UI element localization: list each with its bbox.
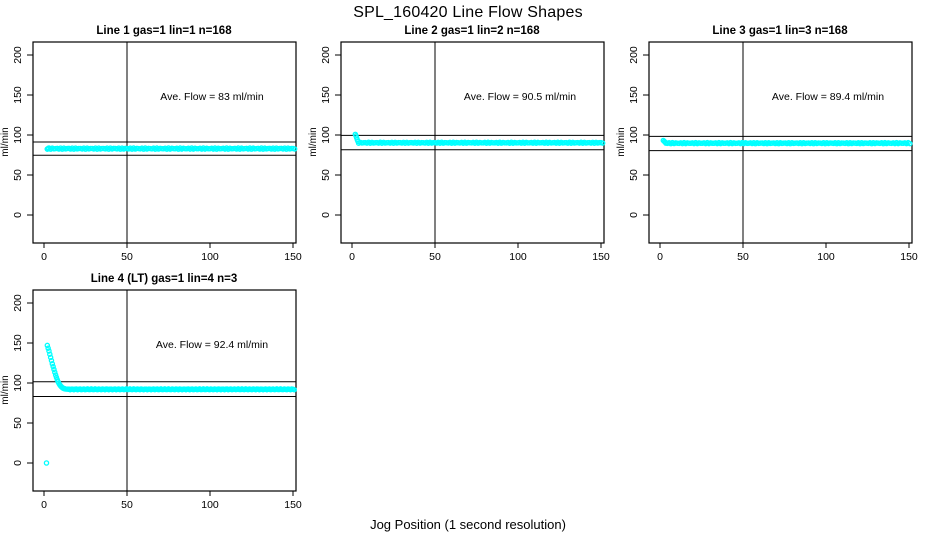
y-axis-label: ml/min xyxy=(0,127,11,156)
data-point xyxy=(907,140,913,147)
y-tick-label: 200 xyxy=(320,46,332,64)
y-tick-label: 150 xyxy=(320,86,332,104)
x-tick-label: 0 xyxy=(657,251,663,263)
y-tick-label: 0 xyxy=(12,212,24,218)
panel-line-4: 0 50 100 150 0 50 100 150 200 ml/min Line 4 (LT) g… xyxy=(0,268,312,516)
y-tick-label: 50 xyxy=(320,169,332,181)
y-tick-label: 0 xyxy=(320,212,332,218)
panel-line-4-chart: 0 50 100 150 0 50 100 150 200 ml/min Line 4 (LT) g… xyxy=(0,273,302,511)
figure-title: SPL_160420 Line Flow Shapes xyxy=(353,4,583,21)
data-point xyxy=(49,361,56,367)
x-tick-label: 150 xyxy=(900,251,918,263)
data-point xyxy=(52,369,58,375)
data-point xyxy=(47,354,54,361)
data-point xyxy=(47,351,53,357)
x-tick-label: 0 xyxy=(41,251,47,263)
y-axis-label: ml/min xyxy=(616,127,627,156)
x-tick-label: 150 xyxy=(284,499,302,511)
ave-flow-annotation: Ave. Flow = 90.5 ml/min xyxy=(464,91,576,103)
panel-title: Line 1 gas=1 lin=1 n=168 xyxy=(96,25,232,37)
panel-line-3: 0 50 100 150 0 50 100 150 200 ml/min Line 3 gas=1 … xyxy=(616,20,928,268)
ave-flow-annotation: Ave. Flow = 92.4 ml/min xyxy=(156,339,268,351)
y-tick-label: 50 xyxy=(12,417,24,429)
y-tick-label: 200 xyxy=(12,294,24,312)
x-tick-label: 50 xyxy=(737,251,749,263)
x-tick-label: 100 xyxy=(817,251,835,263)
plot-box xyxy=(32,41,297,244)
y-axis-label: ml/min xyxy=(308,127,319,156)
x-tick-label: 100 xyxy=(201,251,219,263)
data-point xyxy=(44,342,51,349)
y-tick-label: 150 xyxy=(628,86,640,104)
data-point xyxy=(51,366,57,373)
panel-line-2-chart: 0 50 100 150 0 50 100 150 200 ml/min Line 2 gas=1 … xyxy=(308,25,610,263)
plot-box xyxy=(340,41,605,244)
data-point xyxy=(291,386,297,393)
ave-flow-annotation: Ave. Flow = 83 ml/min xyxy=(160,91,264,103)
panel-title: Line 3 gas=1 lin=3 n=168 xyxy=(712,25,848,37)
x-tick-label: 50 xyxy=(429,251,441,263)
panel-line-1-chart: 0 50 100 150 0 50 100 150 200 ml/min Line 1 gas=1 … xyxy=(0,25,302,263)
x-tick-label: 100 xyxy=(509,251,527,263)
panel-line-3-chart: 0 50 100 150 0 50 100 150 200 ml/min Line 3 gas=1 … xyxy=(616,25,918,263)
y-tick-label: 0 xyxy=(628,212,640,218)
y-tick-label: 50 xyxy=(628,169,640,181)
x-tick-label: 50 xyxy=(121,499,133,511)
data-point xyxy=(599,140,606,146)
figure-x-axis-label: Jog Position (1 second resolution) xyxy=(370,517,566,532)
data-point xyxy=(46,348,52,354)
data-point xyxy=(48,357,55,364)
data-point xyxy=(291,146,298,152)
y-tick-label: 50 xyxy=(12,169,24,181)
y-tick-label: 100 xyxy=(12,374,24,392)
x-tick-label: 0 xyxy=(349,251,355,263)
x-tick-label: 100 xyxy=(201,499,219,511)
x-tick-label: 0 xyxy=(41,499,47,511)
data-point xyxy=(50,363,56,370)
x-tick-label: 150 xyxy=(592,251,610,263)
data-point xyxy=(45,345,51,351)
panel-title: Line 4 (LT) gas=1 lin=4 n=3 xyxy=(91,273,237,285)
data-point xyxy=(43,460,50,466)
panel-title: Line 2 gas=1 lin=2 n=168 xyxy=(404,25,540,37)
y-tick-label: 100 xyxy=(12,126,24,144)
y-tick-label: 200 xyxy=(12,46,24,64)
y-tick-label: 100 xyxy=(320,126,332,144)
ave-flow-annotation: Ave. Flow = 89.4 ml/min xyxy=(772,91,884,103)
panel-line-2: 0 50 100 150 0 50 100 150 200 ml/min Line 2 gas=1 … xyxy=(308,20,620,268)
y-tick-label: 0 xyxy=(12,460,24,466)
y-tick-label: 100 xyxy=(628,126,640,144)
y-axis-label: ml/min xyxy=(0,375,11,404)
y-tick-label: 200 xyxy=(628,46,640,64)
y-tick-label: 150 xyxy=(12,334,24,352)
x-tick-label: 150 xyxy=(284,251,302,263)
panel-line-1: 0 50 100 150 0 50 100 150 200 ml/min Line 1 gas=1 … xyxy=(0,20,312,268)
x-tick-label: 50 xyxy=(121,251,133,263)
y-tick-label: 150 xyxy=(12,86,24,104)
